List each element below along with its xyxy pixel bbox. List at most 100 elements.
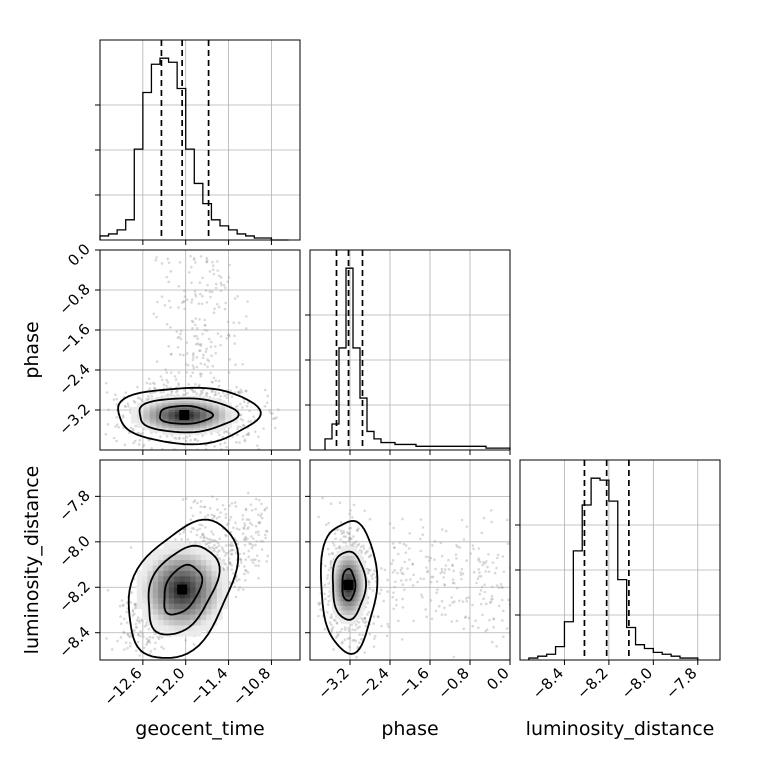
luminosity_distance-vs-geocent_time-density-cell <box>152 559 159 566</box>
phase-vs-geocent_time-point <box>236 427 239 431</box>
phase-vs-geocent_time-density-cell <box>174 432 182 435</box>
luminosity_distance-vs-phase-density-cell <box>338 569 342 575</box>
luminosity_distance-vs-phase-point <box>352 503 356 507</box>
luminosity_distance-vs-phase-point <box>429 599 433 602</box>
luminosity_distance-vs-geocent_time-point <box>153 647 157 651</box>
phase-vs-geocent_time-point <box>239 425 243 429</box>
luminosity_distance-vs-phase-density-cell <box>338 560 342 566</box>
luminosity_distance-vs-geocent_time-point <box>192 500 195 504</box>
phase-vs-geocent_time-density-cell <box>200 418 207 422</box>
luminosity_distance-vs-phase-density-cell <box>336 591 340 597</box>
scatter-points-layer <box>90 254 513 666</box>
phase-vs-geocent_time-point <box>211 260 214 264</box>
luminosity_distance-vs-geocent_time-density-cell <box>168 603 175 610</box>
phase-vs-geocent_time-point <box>206 365 209 369</box>
luminosity_distance-vs-geocent_time-density-cell <box>190 575 196 582</box>
luminosity_distance-vs-phase-density-cell <box>340 569 344 575</box>
luminosity_distance-vs-geocent_time-density-cell <box>168 570 175 577</box>
phase-vs-geocent_time-point <box>124 405 127 409</box>
phase-vs-geocent_time-density-cell <box>218 425 226 428</box>
luminosity_distance-vs-geocent_time-density-cell <box>184 581 191 588</box>
luminosity_distance-vs-phase-density-cell <box>334 600 337 606</box>
luminosity_distance-vs-geocent_time-point <box>92 652 95 655</box>
luminosity_distance-vs-geocent_time-point <box>222 558 225 562</box>
luminosity_distance-vs-geocent_time-point <box>191 514 195 518</box>
luminosity_distance-vs-phase-point <box>443 583 446 586</box>
luminosity_distance-vs-geocent_time-point <box>125 610 129 614</box>
luminosity_distance-vs-phase-density-cell <box>362 582 366 588</box>
phase-vs-geocent_time-point <box>114 425 117 428</box>
phase-vs-geocent_time-point <box>107 408 110 412</box>
luminosity_distance-vs-phase-density-cell <box>340 564 344 570</box>
luminosity_distance-vs-phase-density-cell <box>329 596 333 602</box>
luminosity_distance-vs-geocent_time-point <box>235 527 239 530</box>
phase-vs-geocent_time-density-cell <box>143 422 151 426</box>
luminosity_distance-vs-geocent_time-point <box>90 649 93 652</box>
phase-vs-geocent_time-point <box>122 426 125 430</box>
phase-vs-geocent_time-density-cell <box>193 404 201 408</box>
luminosity_distance-vs-phase-point <box>379 588 383 592</box>
luminosity_distance-vs-phase-point <box>510 585 513 588</box>
luminosity_distance-vs-phase-density-cell <box>343 555 346 561</box>
phase-vs-geocent_time-point <box>205 329 209 332</box>
luminosity_distance-vs-phase-density-cell <box>334 564 337 570</box>
luminosity_distance-vs-geocent_time-density-cell <box>174 543 180 550</box>
phase-vs-geocent_time-point <box>193 292 197 296</box>
luminosity_distance-vs-geocent_time-point <box>223 507 227 511</box>
phase-vs-geocent_time-point <box>257 447 260 450</box>
luminosity_distance-vs-phase-point <box>383 568 387 572</box>
phase-vs-geocent_time-density-cell <box>200 395 207 399</box>
luminosity_distance-vs-phase-point <box>326 611 329 614</box>
luminosity_distance-vs-phase-point <box>471 624 475 628</box>
luminosity_distance-vs-geocent_time-density-cell <box>195 625 202 631</box>
luminosity_distance-vs-geocent_time-point <box>202 505 206 509</box>
luminosity_distance-vs-phase-density-cell <box>356 600 359 606</box>
luminosity_distance-vs-phase-density-cell <box>336 564 340 570</box>
phase-vs-geocent_time-point <box>228 358 232 361</box>
phase-vs-geocent_time-point <box>195 392 198 396</box>
luminosity_distance-vs-geocent_time-point <box>250 558 253 562</box>
phase-vs-geocent_time-density-cell <box>187 429 195 433</box>
phase-vs-geocent_time-point <box>156 300 159 304</box>
phase-vs-geocent_time-point <box>216 332 220 335</box>
phase-vs-geocent_time-point <box>142 443 146 447</box>
luminosity_distance-vs-phase-point <box>411 563 415 566</box>
luminosity_distance-vs-geocent_time-density-cell <box>184 630 191 637</box>
luminosity_distance-vs-geocent_time-point <box>113 663 116 666</box>
luminosity_distance-vs-phase-point <box>472 570 476 574</box>
phase-vs-geocent_time-point <box>140 398 143 402</box>
luminosity_distance-vs-geocent_time-point <box>227 560 231 563</box>
luminosity_distance-vs-phase-density-cell <box>347 569 351 575</box>
luminosity_distance-vs-phase-density-cell <box>360 560 364 566</box>
phase-vs-geocent_time-point <box>177 463 180 466</box>
luminosity_distance-vs-geocent_time-point <box>182 530 185 534</box>
luminosity_distance-vs-phase-density-cell <box>360 596 364 602</box>
phase-vs-geocent_time-point <box>150 395 154 398</box>
luminosity_distance-vs-geocent_time-point <box>138 661 141 664</box>
luminosity_distance-vs-geocent_time-point <box>218 557 222 560</box>
luminosity_distance-vs-phase-density-cell <box>360 555 364 561</box>
phase-vs-geocent_time-point <box>224 429 228 433</box>
luminosity_distance-vs-phase-point <box>474 619 477 623</box>
luminosity_distance-vs-phase-point <box>421 595 424 599</box>
luminosity_distance-vs-geocent_time-density-cell <box>200 597 207 604</box>
phase-vs-geocent_time-point <box>104 381 108 385</box>
luminosity_distance-vs-phase-point <box>478 592 482 596</box>
luminosity_distance-vs-geocent_time-density-cell <box>142 575 148 582</box>
phase-vs-geocent_time-point <box>205 391 209 395</box>
luminosity_distance-vs-geocent_time-density-cell <box>174 586 180 593</box>
phase-vs-geocent_time-point <box>165 371 169 374</box>
luminosity_distance-vs-geocent_time-point <box>213 549 216 553</box>
luminosity_distance-vs-geocent_time-point <box>221 548 225 551</box>
phase-vs-geocent_time-point <box>227 276 231 279</box>
luminosity_distance-vs-phase-point <box>342 529 345 533</box>
phase-vs-geocent_time-density-cell <box>206 402 214 406</box>
luminosity_distance-vs-phase-density-cell <box>345 591 348 597</box>
luminosity_distance-vs-geocent_time-point <box>230 549 233 552</box>
luminosity_distance-vs-phase-point <box>395 603 398 607</box>
luminosity_distance-vs-phase-point <box>348 537 352 541</box>
luminosity_distance-vs-geocent_time-point <box>216 508 219 511</box>
phase-vs-geocent_time-point <box>162 390 165 394</box>
luminosity_distance-vs-geocent_time-point <box>241 517 245 521</box>
phase-vs-geocent_time-contour-2 <box>159 405 215 425</box>
